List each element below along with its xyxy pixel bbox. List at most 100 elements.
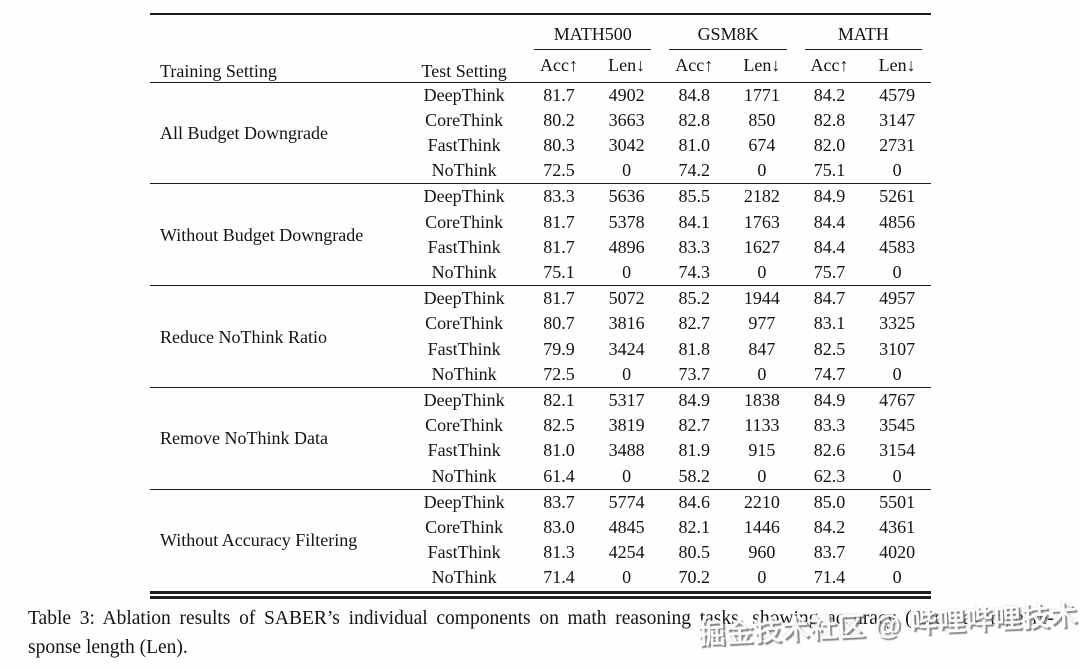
metric-header-acc: Acc↑ [539,55,578,76]
block-remove-nothink-data: Remove NoThink Data DeepThink 82.1 5317 … [150,387,931,489]
value-cell: 83.0 [543,516,575,537]
value-cell: 83.3 [813,415,846,436]
test-setting-cell: DeepThink [423,389,505,410]
value-cell: 83.3 [678,236,711,257]
value-cell: 84.6 [678,491,711,512]
block-reduce-nothink-ratio: Reduce NoThink Ratio DeepThink 81.7 5072… [150,285,931,388]
value-cell: 847 [748,338,776,359]
block-all-budget-downgrade: All Budget Downgrade DeepThink 81.7 4902… [150,82,931,184]
value-cell: 0 [622,465,632,486]
table-row: NoThink 71.4 0 70.2 0 71.4 0 [150,565,931,594]
test-setting-cell: FastThink [427,440,501,461]
value-cell: 0 [622,567,632,588]
value-cell: 3663 [608,109,645,130]
group-header-math-label: MATH [804,24,922,50]
value-cell: 0 [757,160,767,181]
value-cell: 81.3 [543,542,575,563]
value-cell: 3488 [608,440,645,461]
value-cell: 2210 [743,491,780,512]
table-row: Without Budget Downgrade DeepThink 83.3 … [150,184,931,244]
value-cell: 83.3 [543,186,575,207]
value-cell: 0 [892,261,902,282]
value-cell: 84.4 [813,211,846,232]
value-cell: 850 [748,109,776,130]
value-cell: 74.7 [813,363,846,384]
value-cell: 84.2 [813,84,846,105]
value-cell: 84.7 [813,288,846,309]
test-setting-cell: CoreThink [425,109,504,130]
value-cell: 0 [757,567,767,588]
value-cell: 4579 [879,84,916,105]
table-row: Reduce NoThink Ratio DeepThink 81.7 5072… [150,286,931,346]
value-cell: 72.5 [543,160,575,181]
value-cell: 3819 [608,415,645,436]
value-cell: 5261 [879,186,916,207]
value-cell: 82.8 [678,109,711,130]
metric-header-len: Len↓ [878,55,916,76]
value-cell: 915 [748,440,776,461]
value-cell: 71.4 [543,567,575,588]
test-setting-cell: CoreThink [425,516,504,537]
value-cell: 61.4 [543,465,575,486]
value-cell: 4856 [879,211,916,232]
value-cell: 3325 [879,313,916,334]
value-cell: 1944 [743,288,780,309]
value-cell: 82.7 [678,415,711,436]
table-row: CoreThink 80.2 3663 82.8 850 82.8 3147 [150,108,931,133]
value-cell: 84.9 [678,389,711,410]
test-setting-cell: FastThink [427,542,501,563]
table-row: NoThink 61.4 0 58.2 0 62.3 0 [150,464,931,490]
table-row: FastThink 81.7 4896 83.3 1627 84.4 4583 [150,235,931,260]
value-cell: 4767 [879,389,916,410]
table-caption: Table 3: Ablation results of SABER’s ind… [28,605,1054,662]
test-setting-cell: FastThink [427,338,501,359]
ablation-results-table: Training Setting Test Setting MATH500 GS… [150,13,931,599]
value-cell: 0 [757,465,767,486]
value-cell: 81.7 [543,288,575,309]
table-row: CoreThink 82.5 3819 82.7 1133 83.3 3545 [150,413,931,438]
value-cell: 82.1 [543,389,575,410]
value-cell: 80.5 [678,542,711,563]
block-without-budget-downgrade: Without Budget Downgrade DeepThink 83.3 … [150,183,931,286]
value-cell: 5501 [879,491,916,512]
value-cell: 72.5 [543,363,575,384]
value-cell: 1446 [743,516,780,537]
value-cell: 84.9 [813,186,846,207]
value-cell: 5636 [608,186,645,207]
value-cell: 4583 [879,236,916,257]
value-cell: 2182 [743,186,780,207]
value-cell: 82.5 [813,338,846,359]
test-setting-cell: NoThink [431,160,497,181]
value-cell: 1763 [743,211,780,232]
test-setting-cell: CoreThink [425,211,504,232]
value-cell: 79.9 [543,338,575,359]
value-cell: 82.5 [543,415,575,436]
value-cell: 674 [748,134,776,155]
value-cell: 82.0 [813,134,846,155]
value-cell: 4845 [608,516,645,537]
value-cell: 80.3 [543,134,575,155]
table-row: NoThink 72.5 0 74.2 0 75.1 0 [150,158,931,184]
value-cell: 0 [892,567,902,588]
test-setting-cell: DeepThink [423,186,505,207]
value-cell: 4896 [608,236,645,257]
value-cell: 82.7 [678,313,711,334]
value-cell: 0 [892,363,902,384]
test-setting-cell: NoThink [431,567,497,588]
value-cell: 3816 [608,313,645,334]
value-cell: 71.4 [813,567,846,588]
test-setting-cell: NoThink [431,363,497,384]
value-cell: 4020 [879,542,916,563]
table-row: Remove NoThink Data DeepThink 82.1 5317 … [150,387,931,448]
test-setting-cell: DeepThink [423,491,505,512]
value-cell: 62.3 [813,465,846,486]
value-cell: 82.8 [813,109,846,130]
value-cell: 85.2 [678,288,711,309]
value-cell: 2731 [879,134,916,155]
value-cell: 5774 [608,491,645,512]
value-cell: 81.0 [678,134,711,155]
value-cell: 74.2 [678,160,711,181]
table-row: CoreThink 83.0 4845 82.1 1446 84.2 4361 [150,515,931,540]
training-setting-cell: Reduce NoThink Ratio [160,326,327,347]
value-cell: 80.7 [543,313,575,334]
